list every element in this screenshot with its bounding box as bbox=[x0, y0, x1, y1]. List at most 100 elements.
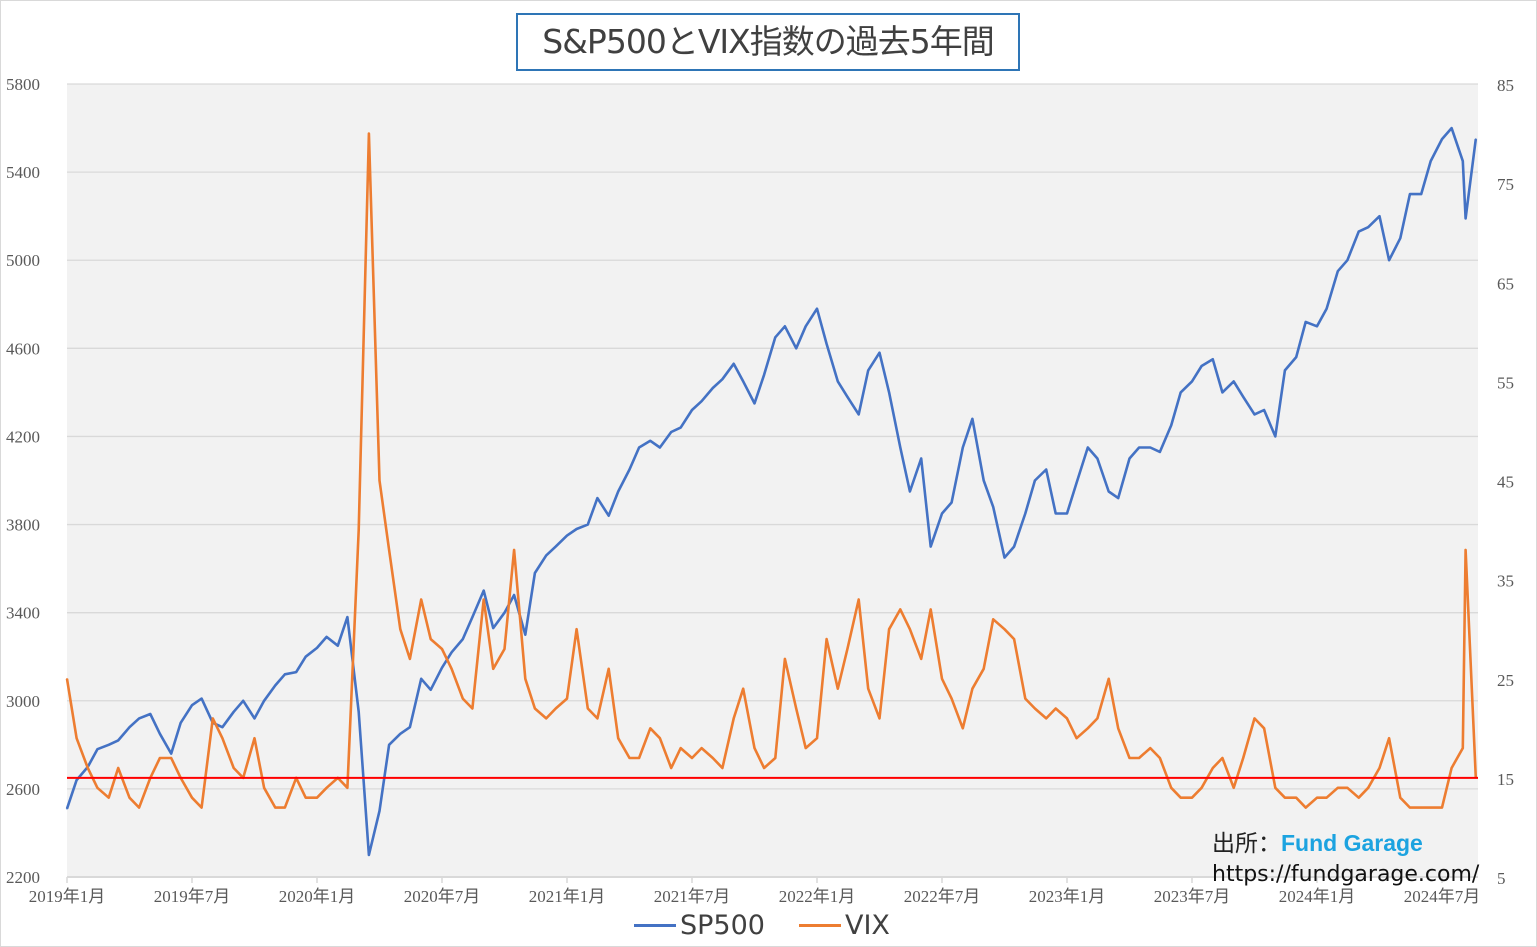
x-tick-label: 2024年7月 bbox=[1404, 887, 1481, 906]
data-point-sp500 bbox=[450, 651, 453, 654]
data-point-vix bbox=[513, 549, 515, 551]
y-left-tick-label: 5400 bbox=[6, 163, 40, 182]
data-point-sp500 bbox=[607, 514, 610, 517]
data-point-vix bbox=[399, 628, 402, 630]
x-tick-label: 2023年7月 bbox=[1154, 887, 1231, 906]
data-point-sp500 bbox=[471, 616, 474, 618]
data-point-vix bbox=[763, 767, 765, 769]
data-point-vix bbox=[221, 737, 224, 740]
data-point-sp500 bbox=[1013, 545, 1015, 548]
data-point-vix bbox=[170, 757, 172, 759]
data-point-vix bbox=[388, 549, 390, 551]
x-tick-label: 2019年1月 bbox=[29, 887, 106, 906]
data-point-sp500 bbox=[253, 717, 256, 720]
data-point-sp500 bbox=[337, 644, 339, 647]
y-right-tick-label: 5 bbox=[1497, 869, 1506, 888]
data-point-sp500 bbox=[263, 699, 265, 702]
data-point-vix bbox=[1378, 767, 1381, 769]
data-point-vix bbox=[159, 757, 161, 759]
data-point-vix bbox=[420, 598, 422, 601]
data-point-sp500 bbox=[763, 373, 765, 376]
data-point-sp500 bbox=[878, 351, 881, 354]
data-point-vix bbox=[441, 648, 443, 650]
data-point-vix bbox=[1253, 717, 1256, 720]
data-point-sp500 bbox=[1149, 446, 1152, 449]
data-point-vix bbox=[1054, 707, 1057, 710]
data-point-sp500 bbox=[1003, 556, 1006, 559]
data-point-sp500 bbox=[1117, 497, 1120, 499]
data-point-sp500 bbox=[1367, 226, 1370, 228]
data-point-vix bbox=[888, 628, 890, 630]
data-point-vix bbox=[1024, 697, 1027, 700]
data-point-sp500 bbox=[1316, 325, 1318, 328]
data-point-vix bbox=[503, 648, 506, 650]
data-point-sp500 bbox=[700, 400, 703, 403]
data-point-vix bbox=[304, 796, 307, 799]
data-point-sp500 bbox=[524, 633, 527, 636]
data-point-sp500 bbox=[179, 722, 182, 724]
data-point-vix bbox=[368, 132, 370, 135]
data-point-vix bbox=[992, 618, 995, 621]
data-point-vix bbox=[1117, 727, 1120, 730]
data-point-sp500 bbox=[795, 347, 797, 350]
data-point-sp500 bbox=[357, 710, 360, 713]
data-point-sp500 bbox=[816, 307, 818, 310]
data-point-sp500 bbox=[545, 554, 547, 557]
data-point-sp500 bbox=[420, 677, 422, 680]
data-point-sp500 bbox=[1087, 446, 1089, 449]
x-tick-label: 2022年7月 bbox=[904, 887, 981, 906]
data-point-sp500 bbox=[441, 666, 443, 669]
data-point-vix bbox=[1346, 786, 1349, 789]
data-point-sp500 bbox=[804, 325, 807, 328]
data-point-sp500 bbox=[304, 655, 307, 658]
data-point-vix bbox=[284, 806, 286, 809]
data-point-vix bbox=[1284, 796, 1286, 799]
data-point-vix bbox=[482, 598, 485, 601]
data-point-sp500 bbox=[941, 512, 943, 515]
data-point-vix bbox=[450, 668, 453, 670]
data-point-vix bbox=[75, 737, 78, 740]
data-point-sp500 bbox=[117, 739, 120, 742]
data-point-sp500 bbox=[1263, 409, 1265, 411]
data-point-sp500 bbox=[774, 336, 777, 339]
data-point-vix bbox=[128, 796, 131, 799]
data-point-sp500 bbox=[1420, 193, 1422, 195]
data-point-sp500 bbox=[1295, 356, 1297, 358]
y-right-tick-label: 35 bbox=[1497, 572, 1514, 591]
data-point-sp500 bbox=[284, 673, 286, 676]
data-point-sp500 bbox=[1337, 270, 1339, 273]
source-url[interactable]: https://fundgarage.com/ bbox=[1212, 862, 1480, 887]
data-point-sp500 bbox=[1096, 457, 1099, 460]
data-point-sp500 bbox=[1221, 391, 1224, 394]
data-point-sp500 bbox=[1054, 512, 1057, 515]
data-point-vix bbox=[191, 796, 193, 799]
legend-swatch-vix bbox=[798, 924, 841, 927]
data-point-vix bbox=[96, 786, 99, 789]
data-point-vix bbox=[263, 786, 265, 789]
data-point-vix bbox=[816, 737, 818, 740]
data-point-vix bbox=[1212, 767, 1214, 769]
data-point-vix bbox=[1388, 737, 1390, 740]
data-point-sp500 bbox=[742, 380, 745, 383]
data-point-sp500 bbox=[1128, 457, 1131, 460]
data-point-sp500 bbox=[587, 523, 589, 526]
data-point-vix bbox=[909, 628, 911, 630]
data-point-sp500 bbox=[388, 744, 390, 746]
data-point-vix bbox=[784, 658, 786, 660]
data-point-sp500 bbox=[107, 744, 110, 746]
data-point-vix bbox=[1096, 717, 1099, 720]
data-point-vix bbox=[409, 658, 411, 660]
data-point-vix bbox=[534, 707, 536, 710]
data-point-vix bbox=[316, 796, 318, 799]
data-point-sp500 bbox=[75, 779, 78, 781]
x-tick-label: 2022年1月 bbox=[779, 887, 856, 906]
data-point-vix bbox=[1450, 767, 1453, 769]
data-point-vix bbox=[66, 677, 68, 680]
data-point-vix bbox=[1409, 806, 1411, 809]
data-point-sp500 bbox=[409, 726, 411, 729]
data-point-vix bbox=[1441, 806, 1443, 809]
data-point-sp500 bbox=[617, 490, 620, 493]
data-point-sp500 bbox=[1034, 479, 1036, 482]
data-point-vix bbox=[950, 697, 953, 700]
